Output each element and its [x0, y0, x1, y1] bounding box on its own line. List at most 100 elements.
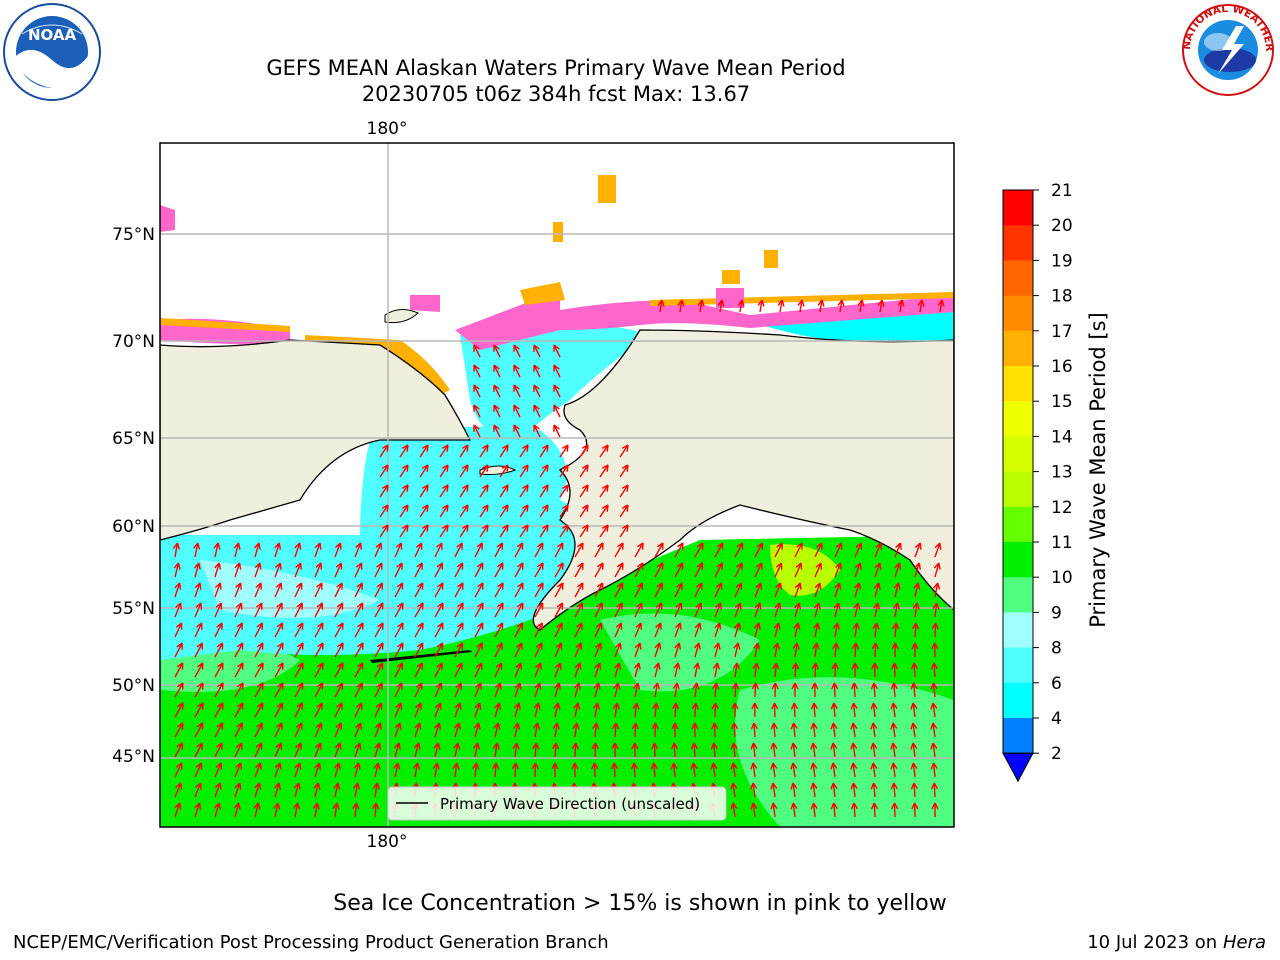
wave-arrow	[493, 404, 501, 418]
wave-arrow	[553, 384, 561, 398]
sea-ice-edge	[455, 290, 560, 350]
wave-arrow	[832, 622, 840, 638]
lat-label: 70°N	[112, 332, 155, 352]
lon-label-top: 180°	[367, 119, 408, 139]
wave-arrow	[850, 802, 858, 818]
wave-arrow	[671, 722, 679, 738]
wave-arrow	[374, 662, 384, 678]
wave-arrow	[354, 542, 362, 558]
wave-arrow	[611, 742, 619, 758]
wave-arrow	[314, 702, 323, 718]
wave-arrow	[539, 504, 549, 518]
wave-arrow	[332, 802, 340, 818]
wave-arrow	[512, 742, 520, 758]
wave-arrow	[334, 662, 344, 678]
colorbar-tick-label: 21	[1051, 181, 1073, 201]
wave-arrow	[812, 642, 820, 658]
wave-arrow	[474, 562, 484, 578]
wave-arrow	[712, 662, 721, 678]
wave-arrow	[513, 404, 521, 418]
wave-arrow	[599, 444, 609, 458]
wave-arrow	[499, 464, 509, 478]
wave-arrow	[414, 602, 424, 618]
wave-arrow	[234, 642, 244, 658]
wave-arrow	[414, 582, 424, 598]
wave-arrow	[790, 802, 798, 818]
wave-arrow	[314, 582, 323, 598]
wave-arrow	[690, 762, 698, 778]
wave-arrow	[832, 642, 840, 658]
wave-arrow	[851, 662, 859, 678]
wave-arrow	[711, 702, 719, 718]
wave-arrow	[559, 464, 569, 478]
wave-arrow	[833, 602, 841, 618]
wave-arrow	[514, 562, 524, 578]
sea-ice-edge	[598, 175, 616, 203]
wave-arrow	[691, 722, 699, 738]
wave-arrow	[650, 762, 658, 778]
wave-arrow	[614, 622, 623, 638]
wave-arrow	[394, 682, 403, 698]
wave-arrow	[399, 484, 409, 498]
wave-arrow	[374, 742, 382, 758]
wave-arrow	[432, 762, 440, 778]
wave-arrow	[313, 782, 321, 798]
wave-arrow	[930, 682, 938, 698]
wave-arrow	[631, 742, 639, 758]
wave-arrow	[492, 762, 500, 778]
wave-arrow	[594, 622, 603, 638]
wave-arrow	[393, 762, 401, 778]
wave-arrow	[710, 742, 718, 758]
wave-arrow	[750, 762, 758, 778]
wave-arrow	[931, 802, 939, 818]
wave-arrow	[619, 504, 629, 518]
wave-arrow	[479, 464, 489, 478]
wave-arrow	[294, 562, 302, 578]
wave-arrow	[514, 622, 524, 638]
wave-arrow	[354, 642, 364, 658]
wave-arrow	[573, 682, 581, 698]
wave-arrow	[254, 762, 262, 778]
wave-arrow	[933, 582, 941, 598]
wave-arrow	[554, 622, 563, 638]
wave-arrow	[870, 802, 879, 818]
wave-arrow	[174, 782, 182, 798]
wave-arrow	[174, 802, 182, 818]
wave-arrow	[214, 742, 223, 758]
wave-arrow	[234, 562, 242, 578]
period-contour-patch	[770, 544, 840, 596]
map-frame	[159, 142, 955, 828]
wave-arrow	[414, 702, 422, 718]
wave-arrow	[354, 682, 363, 698]
wave-arrow	[379, 524, 389, 538]
wave-arrow	[934, 542, 942, 558]
wave-arrow	[214, 762, 223, 778]
wave-arrow	[433, 742, 441, 758]
island-wrangel	[384, 309, 419, 324]
wave-arrow	[619, 444, 629, 458]
wave-arrow	[730, 782, 738, 798]
wave-arrow	[772, 642, 781, 658]
wave-arrow	[314, 542, 322, 558]
wave-arrow	[513, 384, 521, 398]
wave-arrow	[733, 642, 741, 658]
wave-arrow	[554, 582, 564, 598]
wave-arrow	[634, 602, 643, 618]
wave-arrow	[312, 802, 320, 818]
wave-arrow	[414, 622, 424, 638]
wave-arrow	[552, 722, 560, 738]
colorbar-tick-label: 19	[1051, 251, 1073, 271]
wave-arrow	[559, 524, 569, 538]
wave-arrow	[399, 464, 409, 478]
wave-arrow	[274, 742, 283, 758]
wave-arrow	[419, 524, 429, 538]
wave-arrow	[850, 742, 858, 758]
wave-arrow	[334, 562, 343, 578]
wave-arrow	[573, 702, 581, 718]
wave-arrow	[372, 782, 380, 798]
wave-arrow	[830, 742, 838, 758]
wave-arrow	[533, 702, 541, 718]
colorbar-tick-label: 17	[1051, 322, 1073, 342]
wave-arrow	[672, 682, 680, 698]
wave-arrow	[334, 642, 344, 658]
